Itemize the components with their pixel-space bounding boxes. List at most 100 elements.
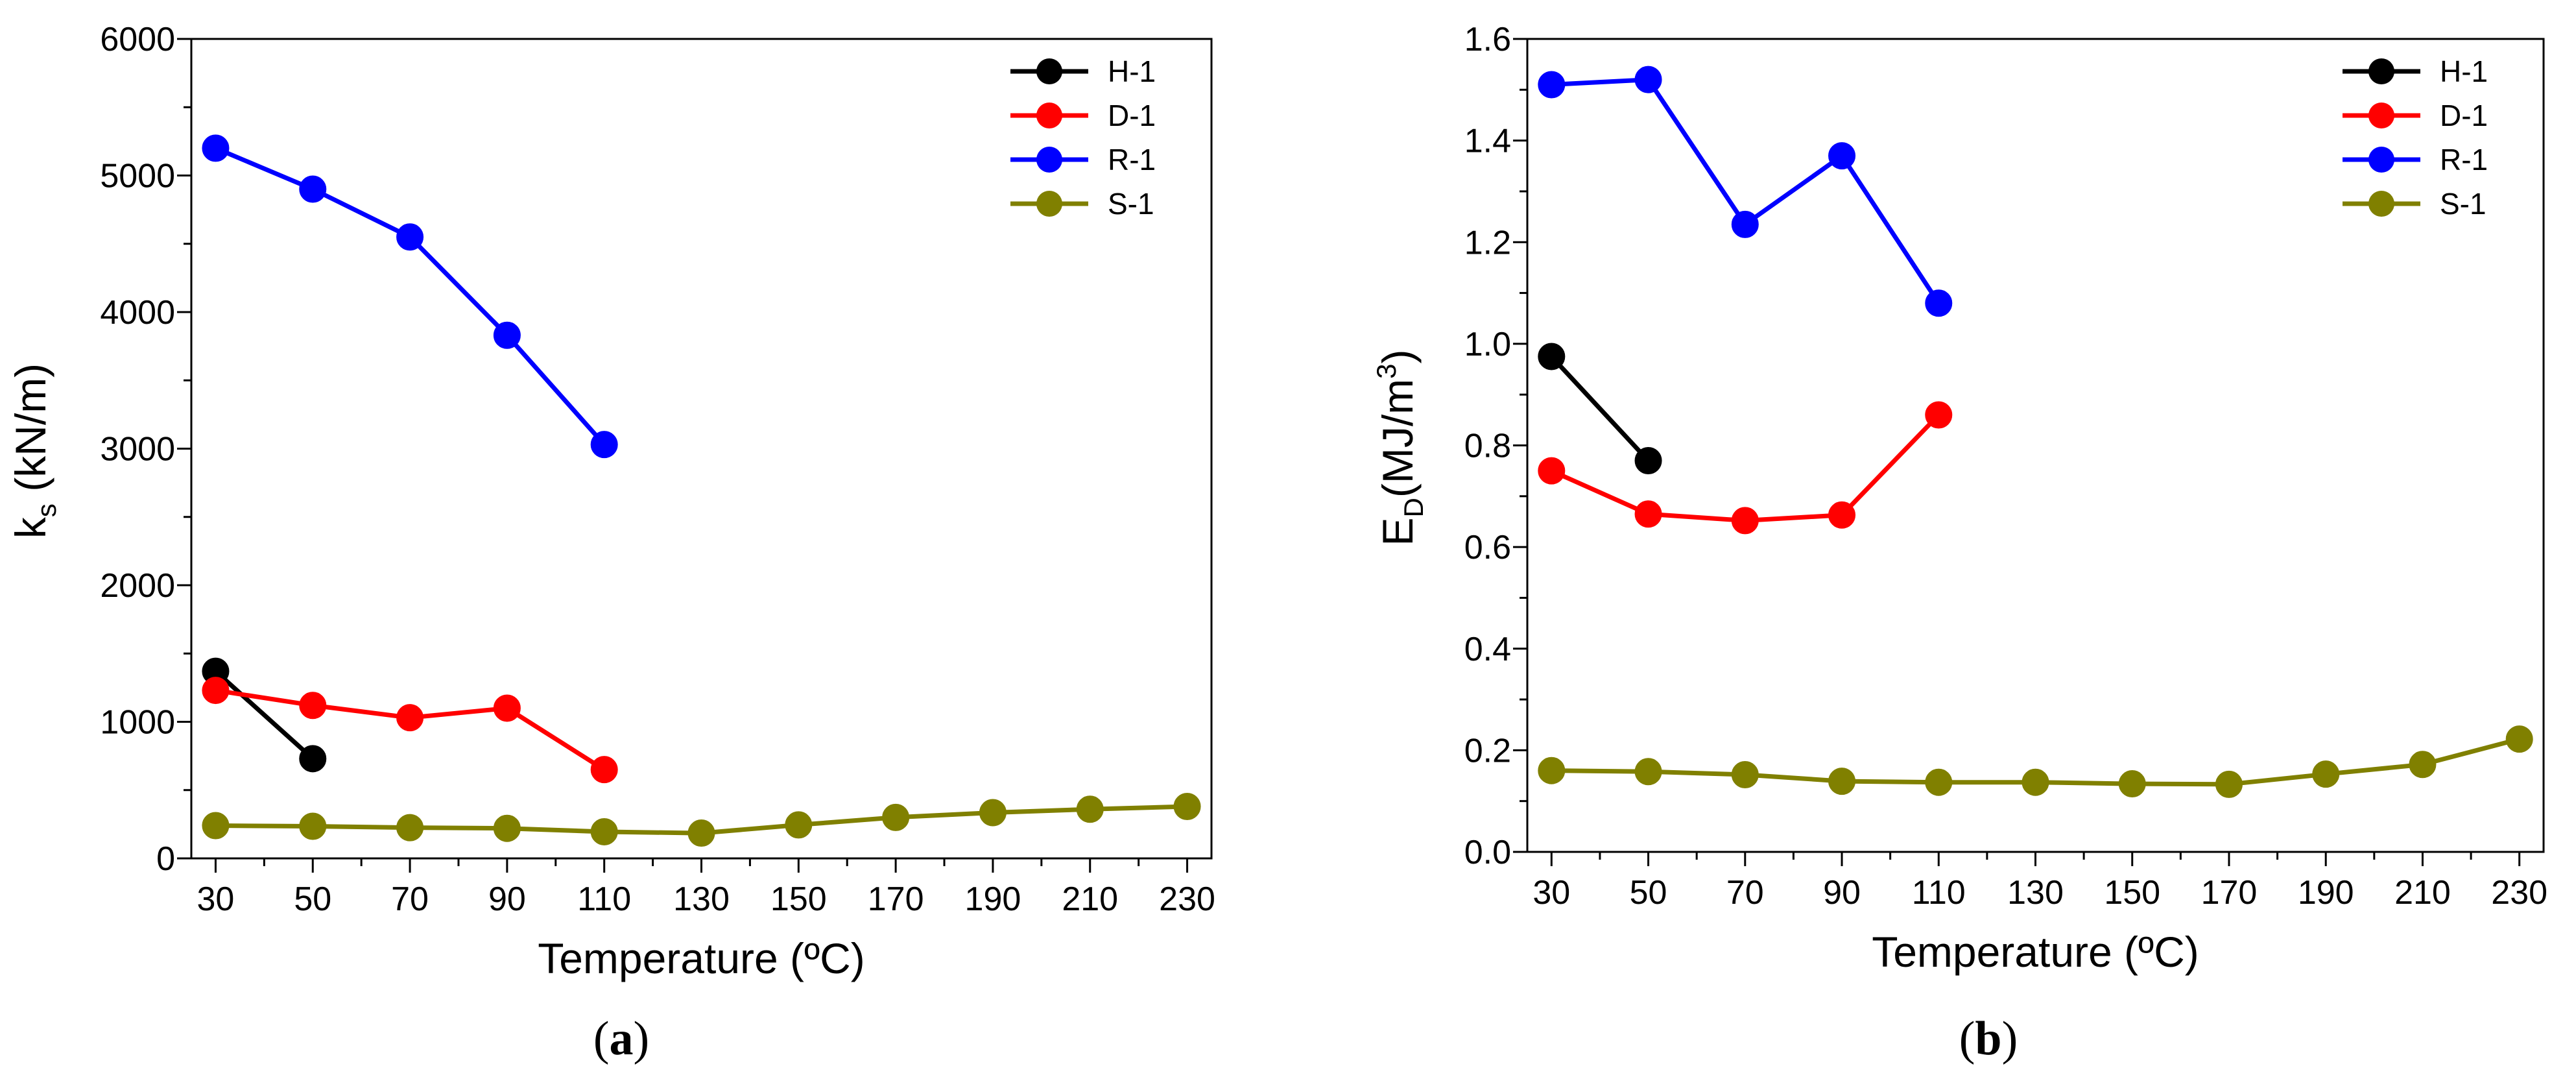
data-point-s-1 bbox=[493, 814, 521, 842]
data-point-s-1 bbox=[882, 803, 910, 831]
x-axis-title: Temperature (ºC) bbox=[538, 934, 865, 982]
y-tick-label: 1.2 bbox=[1464, 224, 1511, 261]
x-tick-label: 30 bbox=[1532, 874, 1570, 912]
x-tick-label: 150 bbox=[770, 880, 827, 918]
data-point-r-1 bbox=[493, 321, 521, 349]
caption-close-paren: ) bbox=[2002, 1012, 2018, 1065]
legend-label: S-1 bbox=[1108, 187, 1154, 221]
y-tick-label: 0.4 bbox=[1464, 631, 1511, 668]
legend-swatch-marker bbox=[1036, 147, 1062, 173]
data-point-s-1 bbox=[1925, 768, 1953, 796]
data-point-s-1 bbox=[1173, 793, 1201, 821]
y-tick-label: 1.0 bbox=[1464, 326, 1511, 363]
data-point-r-1 bbox=[1634, 66, 1662, 93]
data-point-r-1 bbox=[1925, 289, 1953, 317]
legend-label: R-1 bbox=[2440, 143, 2488, 176]
y-tick-label: 1.4 bbox=[1464, 123, 1511, 160]
y-tick-label: 2000 bbox=[100, 567, 175, 605]
x-tick-label: 210 bbox=[1062, 880, 1118, 918]
data-point-s-1 bbox=[979, 799, 1007, 827]
data-point-h-1 bbox=[299, 745, 327, 773]
x-axis-title: Temperature (ºC) bbox=[1872, 928, 2199, 976]
data-point-s-1 bbox=[687, 819, 715, 847]
caption-close-paren: ) bbox=[634, 1012, 650, 1065]
x-tick-label: 30 bbox=[197, 880, 235, 918]
data-point-d-1 bbox=[202, 677, 230, 705]
y-axis-title-superscript: 3 bbox=[1371, 363, 1401, 378]
data-point-d-1 bbox=[493, 694, 521, 722]
x-tick-label: 70 bbox=[1726, 874, 1764, 912]
x-tick-label: 50 bbox=[294, 880, 331, 918]
legend-swatch-marker bbox=[2368, 58, 2394, 84]
y-axis-title-end: ) bbox=[1374, 350, 1422, 364]
data-point-r-1 bbox=[396, 223, 424, 251]
data-point-s-1 bbox=[1634, 758, 1662, 786]
y-tick-label: 5000 bbox=[100, 158, 175, 195]
panel-caption: (a) bbox=[593, 1012, 649, 1065]
y-axis-title-main: E bbox=[1374, 517, 1422, 546]
data-point-d-1 bbox=[590, 756, 618, 784]
x-tick-label: 190 bbox=[965, 880, 1021, 918]
x-tick-label: 230 bbox=[2491, 874, 2547, 912]
data-point-s-1 bbox=[2505, 725, 2533, 753]
data-point-s-1 bbox=[2215, 770, 2243, 798]
data-point-r-1 bbox=[1828, 142, 1856, 170]
legend-swatch-marker bbox=[1036, 191, 1062, 217]
y-axis-title-subscript: s bbox=[31, 503, 62, 517]
series-line-r-1 bbox=[1551, 77, 1941, 305]
series-line-h-1 bbox=[214, 669, 315, 760]
y-tick-label: 0.0 bbox=[1464, 834, 1511, 871]
y-tick-label: 1.6 bbox=[1464, 21, 1511, 58]
y-axis-title-subscript: D bbox=[1398, 498, 1429, 517]
legend-label: R-1 bbox=[1108, 143, 1156, 176]
data-point-s-1 bbox=[590, 818, 618, 845]
data-point-d-1 bbox=[299, 692, 327, 720]
data-point-s-1 bbox=[396, 814, 424, 842]
data-point-d-1 bbox=[1731, 507, 1759, 535]
y-axis-title-unit: (MJ/m bbox=[1374, 379, 1422, 498]
y-tick-label: 1000 bbox=[100, 704, 175, 742]
data-point-r-1 bbox=[202, 134, 230, 162]
y-tick-label: 0.2 bbox=[1464, 732, 1511, 769]
legend-swatch-marker bbox=[2368, 147, 2394, 173]
x-tick-label: 170 bbox=[2201, 874, 2258, 912]
y-axis-title-main: k bbox=[6, 516, 54, 539]
y-tick-label: 0.8 bbox=[1464, 428, 1511, 465]
x-tick-label: 90 bbox=[488, 880, 526, 918]
legend-swatch-marker bbox=[2368, 191, 2394, 217]
x-tick-label: 110 bbox=[577, 880, 631, 918]
x-tick-label: 190 bbox=[2298, 874, 2354, 912]
caption-open-paren: ( bbox=[1959, 1012, 1975, 1065]
data-point-r-1 bbox=[1538, 71, 1566, 99]
x-tick-label: 90 bbox=[1823, 874, 1861, 912]
legend-swatch-marker bbox=[1036, 58, 1062, 84]
x-tick-label: 130 bbox=[2007, 874, 2064, 912]
data-point-h-1 bbox=[1634, 446, 1662, 474]
legend-label: H-1 bbox=[1108, 54, 1156, 88]
caption-letter: b bbox=[1975, 1012, 2001, 1065]
y-tick-label: 3000 bbox=[100, 431, 175, 468]
data-point-s-1 bbox=[785, 811, 813, 839]
series-line-d-1 bbox=[1550, 413, 1940, 523]
data-point-s-1 bbox=[299, 812, 327, 840]
x-tick-label: 130 bbox=[673, 880, 730, 918]
x-tick-label: 170 bbox=[868, 880, 924, 918]
legend-label: S-1 bbox=[2440, 187, 2487, 221]
y-axis-title: ks (kN/m) bbox=[6, 363, 62, 539]
y-tick-label: 0 bbox=[156, 840, 175, 878]
caption-letter: a bbox=[610, 1012, 634, 1065]
x-tick-label: 230 bbox=[1159, 880, 1215, 918]
chart-panel-b: 30 50 70 90 110 130 150 170 190 210 230 0.0 0.2 0.4 0.… bbox=[1371, 21, 2547, 1065]
data-point-s-1 bbox=[202, 812, 230, 840]
data-point-r-1 bbox=[1731, 210, 1759, 238]
data-point-s-1 bbox=[2409, 751, 2437, 779]
x-tick-label: 110 bbox=[1912, 874, 1966, 912]
data-point-h-1 bbox=[1538, 343, 1566, 370]
series-line-h-1 bbox=[1549, 355, 1651, 463]
series-line-r-1 bbox=[215, 146, 606, 446]
data-point-s-1 bbox=[1731, 760, 1759, 788]
y-axis-title-unit: (kN/m) bbox=[6, 363, 54, 503]
data-point-s-1 bbox=[1828, 768, 1856, 795]
data-point-d-1 bbox=[396, 704, 424, 732]
